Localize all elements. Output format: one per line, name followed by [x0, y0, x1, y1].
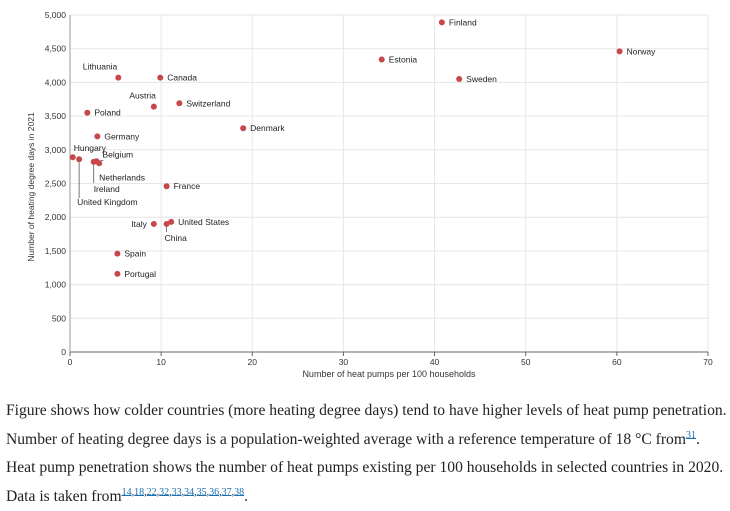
data-point — [456, 76, 463, 83]
y-tick-label: 4,500 — [45, 44, 67, 54]
ref-link[interactable]: 32 — [159, 486, 170, 498]
point-label: Netherlands — [99, 172, 145, 182]
ref-separator: , — [156, 486, 160, 498]
x-tick-label: 20 — [248, 357, 258, 367]
ref-separator: , — [144, 486, 147, 498]
point-label: Belgium — [102, 149, 133, 159]
point-label: Estonia — [389, 54, 418, 64]
ref-separator: , — [194, 486, 197, 498]
y-tick-label: 3,500 — [45, 111, 67, 121]
point-label: Canada — [167, 73, 197, 83]
ref-link[interactable]: 33 — [171, 486, 182, 498]
ref-link[interactable]: 18 — [134, 486, 145, 498]
ref-separator: , — [169, 486, 172, 498]
data-point — [240, 125, 247, 132]
x-tick-label: 0 — [68, 357, 73, 367]
point-label: United States — [178, 217, 229, 227]
scatter-chart: 05001,0001,5002,0002,5003,0003,5004,0004… — [26, 10, 713, 379]
ref-separator: , — [181, 486, 185, 498]
data-point — [150, 103, 157, 110]
caption-text-3: . — [244, 487, 249, 505]
ref-link[interactable]: 36 — [209, 486, 220, 498]
point-label: Switzerland — [186, 98, 230, 108]
data-point — [378, 56, 385, 63]
point-label: Denmark — [250, 123, 285, 133]
ref-separator: , — [219, 486, 222, 498]
point-label: Germany — [104, 131, 140, 141]
y-tick-label: 500 — [52, 313, 66, 323]
x-tick-label: 70 — [703, 357, 713, 367]
ref-link[interactable]: 14 — [121, 486, 132, 498]
y-tick-label: 3,000 — [45, 145, 67, 155]
ref-links: 14,18,22,32,33,34,35,36,37,38 — [122, 486, 245, 497]
ref-separator: , — [231, 486, 235, 498]
data-point — [157, 74, 164, 81]
y-tick-label: 4,000 — [45, 77, 67, 87]
data-point — [76, 156, 83, 163]
point-label: China — [165, 233, 187, 243]
data-point — [93, 158, 100, 165]
ref-link[interactable]: 38 — [234, 486, 245, 498]
label-leader-lines — [78, 159, 168, 232]
y-tick-label: 5,000 — [45, 10, 67, 20]
ref-link[interactable]: 31 — [685, 429, 696, 441]
point-label: Austria — [129, 91, 156, 101]
point-label: Sweden — [466, 74, 497, 84]
point-label: Poland — [94, 108, 121, 118]
x-tick-label: 40 — [430, 357, 440, 367]
point-label: Spain — [124, 249, 146, 259]
axes — [69, 15, 709, 356]
y-axis-label: Number of heating degree days in 2021 — [26, 112, 36, 262]
y-tick-label: 2,500 — [45, 179, 67, 189]
data-point — [69, 154, 76, 161]
point-label: Lithuania — [83, 62, 118, 72]
data-point — [94, 133, 101, 140]
data-point — [616, 48, 623, 55]
ref-link[interactable]: 35 — [196, 486, 207, 498]
y-tick-label: 1,000 — [45, 280, 67, 290]
grid-lines — [70, 14, 709, 352]
point-label: Norway — [627, 46, 657, 56]
y-tick-label: 2,000 — [45, 212, 67, 222]
point-label: France — [174, 181, 201, 191]
point-label: United Kingdom — [77, 197, 137, 207]
ref-link[interactable]: 37 — [221, 486, 232, 498]
data-points — [69, 19, 623, 277]
data-point — [438, 19, 445, 26]
x-tick-label: 30 — [339, 357, 349, 367]
ref-separator: , — [206, 486, 210, 498]
point-label: Ireland — [94, 184, 120, 194]
data-point — [115, 74, 122, 81]
ref-separator: , — [131, 486, 135, 498]
data-point — [150, 220, 157, 227]
ref-link[interactable]: 22 — [146, 486, 157, 498]
data-point — [168, 218, 175, 225]
tick-labels: 05001,0001,5002,0002,5003,0003,5004,0004… — [45, 10, 713, 367]
data-point — [163, 183, 170, 190]
x-tick-label: 10 — [156, 357, 166, 367]
x-tick-label: 50 — [521, 357, 531, 367]
point-label: Italy — [131, 219, 147, 229]
point-label: Portugal — [124, 269, 156, 279]
data-point — [84, 109, 91, 116]
caption-text-2: . Heat pump penetration shows the number… — [6, 430, 724, 505]
ref-link[interactable]: 34 — [184, 486, 195, 498]
y-tick-label: 0 — [61, 347, 66, 357]
data-point — [114, 250, 121, 257]
data-point — [176, 100, 183, 107]
point-label: Hungary — [74, 143, 107, 153]
data-point — [163, 220, 170, 227]
x-tick-label: 60 — [612, 357, 622, 367]
caption-text-1: Figure shows how colder countries (more … — [6, 402, 727, 448]
data-point — [114, 270, 121, 277]
point-label: Finland — [449, 17, 477, 27]
x-axis-label: Number of heat pumps per 100 households — [302, 369, 476, 379]
point-labels: Finland Norway Estonia Sweden Lithuania Canad… — [74, 17, 656, 278]
figure-caption: Figure shows how colder countries (more … — [6, 397, 728, 511]
y-tick-label: 1,500 — [45, 246, 67, 256]
